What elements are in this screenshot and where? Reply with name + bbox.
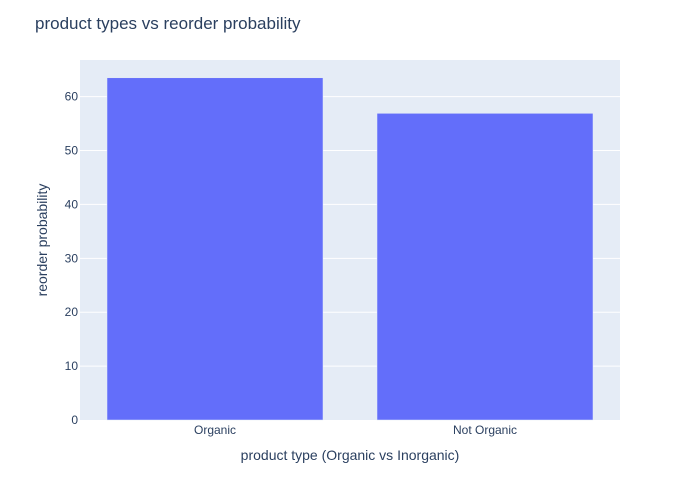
y-tick-label: 30: [65, 251, 79, 265]
y-tick-label: 50: [65, 144, 79, 158]
y-tick-label: 10: [65, 359, 79, 373]
y-axis-title: reorder probability: [34, 184, 50, 297]
chart-title: product types vs reorder probability: [35, 14, 301, 33]
bar-not-organic[interactable]: [376, 113, 594, 421]
y-tick-label: 0: [71, 413, 78, 427]
bar-organic[interactable]: [106, 77, 324, 421]
x-axis-title: product type (Organic vs Inorganic): [241, 447, 460, 463]
y-tick-label: 60: [65, 90, 79, 104]
x-tick-label: Organic: [194, 423, 236, 437]
bars: [106, 77, 594, 421]
x-axis-ticks: Organic Not Organic: [194, 423, 517, 437]
y-tick-label: 20: [65, 305, 79, 319]
y-axis-ticks: 0 10 20 30 40 50 60: [65, 90, 79, 427]
y-tick-label: 40: [65, 197, 79, 211]
x-tick-label: Not Organic: [453, 423, 517, 437]
